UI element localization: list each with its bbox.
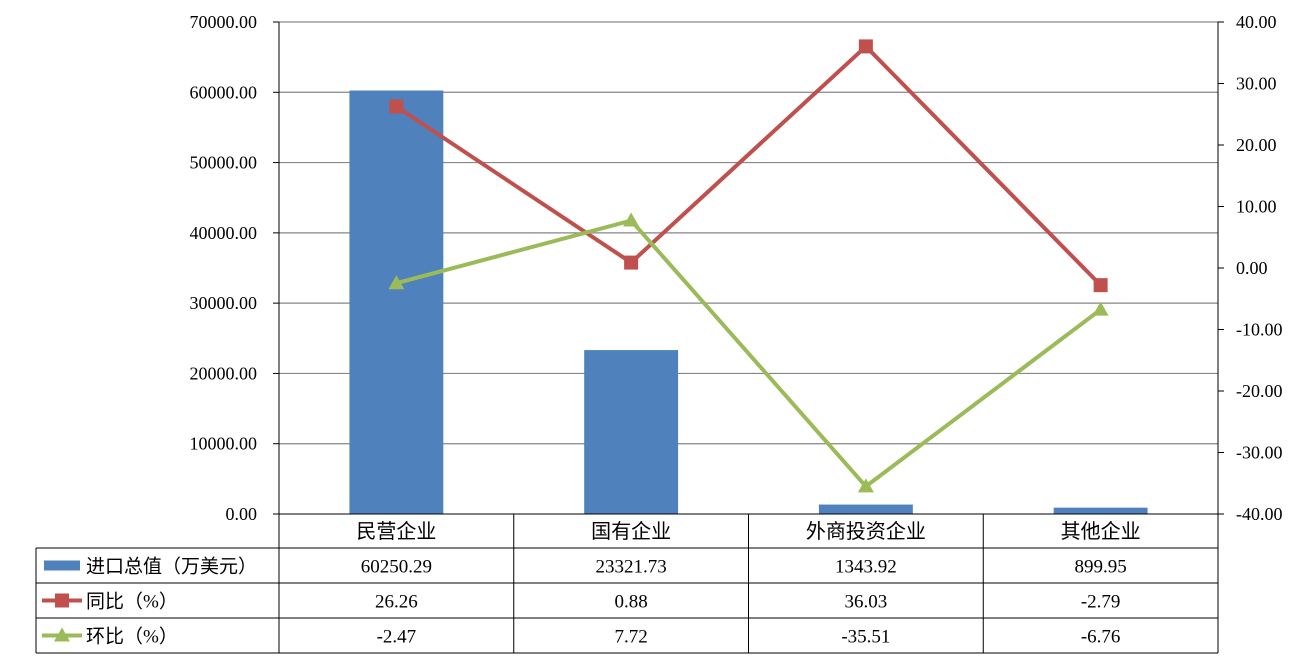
square-marker	[389, 99, 404, 114]
table-cell-value: 0.88	[615, 592, 648, 613]
triangle-marker	[623, 212, 640, 227]
axes: 0.00 10000.00 20000.00 30000.00 40000.00 5000…	[190, 12, 1283, 524]
right-tick-label: -30.00	[1236, 443, 1283, 463]
bar	[818, 504, 913, 514]
line-series	[388, 39, 1109, 493]
right-tick-label: 0.00	[1236, 258, 1268, 278]
category-label: 外商投资企业	[806, 520, 926, 543]
left-tick-label: 40000.00	[190, 223, 258, 243]
left-tick-label: 70000.00	[190, 12, 258, 32]
table-cell-value: -6.76	[1081, 627, 1121, 648]
legend-key	[44, 560, 80, 571]
square-marker	[624, 255, 639, 270]
bar	[584, 350, 679, 514]
table-cell-value: 60250.29	[361, 557, 432, 578]
legend-key	[42, 593, 82, 608]
series-line	[395, 44, 1103, 287]
line-series-triangle	[388, 212, 1109, 493]
bar-series	[349, 90, 1148, 514]
triangle-marker	[857, 478, 874, 493]
series-line	[395, 218, 1102, 489]
series-name: 环比（%）	[86, 626, 178, 648]
series-name: 同比（%）	[86, 591, 178, 613]
category-label: 民营企业	[356, 520, 436, 543]
legend-bar-swatch	[44, 560, 80, 571]
category-label: 国有企业	[591, 520, 671, 543]
left-tick-label: 10000.00	[190, 434, 258, 454]
triangle-marker	[54, 627, 70, 642]
square-marker	[1093, 278, 1108, 293]
right-tick-label: -40.00	[1236, 504, 1283, 524]
left-tick-label: 0.00	[226, 504, 258, 524]
table-cell-value: 26.26	[375, 592, 418, 613]
right-tick-label: -20.00	[1236, 381, 1283, 401]
table-cell-value: 36.03	[845, 592, 888, 613]
right-tick-label: 40.00	[1236, 12, 1277, 32]
series-name: 进口总值（万美元）	[86, 556, 257, 578]
right-tick-label: 10.00	[1236, 197, 1277, 217]
table-cell-value: 899.95	[1075, 557, 1127, 578]
triangle-marker	[1092, 301, 1109, 316]
category-label: 其他企业	[1061, 520, 1141, 543]
table-cell-value: -2.79	[1081, 592, 1121, 613]
left-tick-label: 60000.00	[190, 82, 258, 102]
table-cell-value: 23321.73	[596, 557, 667, 578]
legend-key	[42, 627, 82, 642]
right-tick-label: 20.00	[1236, 135, 1277, 155]
left-tick-label: 30000.00	[190, 293, 258, 313]
square-marker	[55, 593, 69, 608]
square-marker	[858, 39, 873, 54]
left-tick-label: 50000.00	[190, 153, 258, 173]
bar	[1053, 507, 1148, 514]
table-cell-value: 7.72	[615, 627, 648, 648]
right-tick-label: 30.00	[1236, 74, 1277, 94]
left-tick-label: 20000.00	[190, 363, 258, 383]
bar	[349, 90, 444, 514]
line-series-square	[389, 39, 1108, 293]
table-cell-value: -35.51	[841, 627, 890, 648]
right-tick-label: -10.00	[1236, 320, 1283, 340]
triangle-marker	[388, 275, 405, 290]
table-cell-value: 1343.92	[835, 557, 897, 578]
table-cell-value: -2.47	[377, 627, 417, 648]
